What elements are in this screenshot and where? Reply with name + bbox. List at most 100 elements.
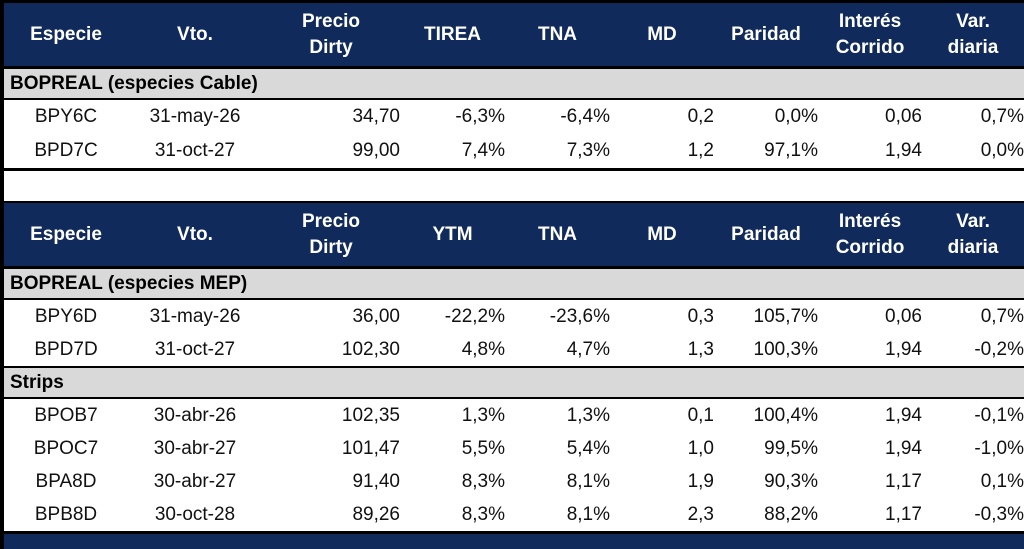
cell-precio-dirty: 102,30 xyxy=(262,333,400,367)
cell-var-diaria: 0,7% xyxy=(922,99,1024,134)
cell-md: 0,3 xyxy=(610,299,714,333)
cell-paridad: 90,3% xyxy=(714,465,818,498)
cell-interes-corrido: 1,17 xyxy=(818,498,922,533)
cell-md: 1,3 xyxy=(610,333,714,367)
cell-paridad: 100,3% xyxy=(714,333,818,367)
cell-especie: BPD7D xyxy=(4,333,128,367)
cell-tna: 1,3% xyxy=(505,398,610,432)
cell-precio-dirty: 91,40 xyxy=(262,465,400,498)
row-bpd7c: BPD7C 31-oct-27 99,00 7,4% 7,3% 1,2 97,1… xyxy=(4,134,1024,170)
cell-precio-dirty: 89,26 xyxy=(262,498,400,533)
cell-ytm: 5,5% xyxy=(400,432,505,465)
col-header-precio-dirty: Precio Dirty xyxy=(262,3,400,69)
cell-vto: 31-oct-27 xyxy=(128,134,262,170)
cell-interes-corrido: 0,06 xyxy=(818,299,922,333)
section-label: BOPREAL (especies MEP) xyxy=(4,267,1024,300)
cell-ytm: 1,3% xyxy=(400,398,505,432)
cell-vto: 30-abr-26 xyxy=(128,398,262,432)
cell-precio-dirty: 36,00 xyxy=(262,299,400,333)
cell-especie: BPOC7 xyxy=(4,432,128,465)
cell-precio-dirty: 34,70 xyxy=(262,99,400,134)
cell-vto: 30-abr-27 xyxy=(128,432,262,465)
cell-interes-corrido: 1,94 xyxy=(818,333,922,367)
cell-vto: 30-oct-28 xyxy=(128,498,262,533)
section-label: BOPREAL (especies Cable) xyxy=(4,67,1024,100)
col-header-interes-corrido: Interés Corrido xyxy=(818,3,922,69)
cell-var-diaria: -0,2% xyxy=(922,333,1024,367)
col-header-paridad: Paridad xyxy=(714,202,818,269)
bopreal-mep-strips-table: Especie Vto. Precio Dirty YTM TNA MD Par… xyxy=(4,201,1024,534)
cell-especie: BPA8D xyxy=(4,465,128,498)
cell-especie: BPD7C xyxy=(4,134,128,170)
section-header-mep: BOPREAL (especies MEP) xyxy=(4,267,1024,300)
cell-interes-corrido: 1,94 xyxy=(818,134,922,170)
cell-ytm: 4,8% xyxy=(400,333,505,367)
col-header-vto: Vto. xyxy=(128,3,262,69)
cell-var-diaria: -0,1% xyxy=(922,398,1024,432)
row-bpb8d: BPB8D 30-oct-28 89,26 8,3% 8,1% 2,3 88,2… xyxy=(4,498,1024,533)
cell-paridad: 0,0% xyxy=(714,99,818,134)
cell-tna: 8,1% xyxy=(505,498,610,533)
cell-precio-dirty: 102,35 xyxy=(262,398,400,432)
row-bpy6c: BPY6C 31-may-26 34,70 -6,3% -6,4% 0,2 0,… xyxy=(4,99,1024,134)
mep-header-row: Especie Vto. Precio Dirty YTM TNA MD Par… xyxy=(4,202,1024,269)
col-header-var-diaria: Var. diaria xyxy=(922,202,1024,269)
col-header-var-diaria: Var. diaria xyxy=(922,3,1024,69)
cell-var-diaria: 0,7% xyxy=(922,299,1024,333)
cell-especie: BPY6C xyxy=(4,99,128,134)
cell-vto: 31-oct-27 xyxy=(128,333,262,367)
cell-vto: 30-abr-27 xyxy=(128,465,262,498)
row-bpoc7: BPOC7 30-abr-27 101,47 5,5% 5,4% 1,0 99,… xyxy=(4,432,1024,465)
cell-paridad: 105,7% xyxy=(714,299,818,333)
cell-paridad: 99,5% xyxy=(714,432,818,465)
cell-interes-corrido: 1,17 xyxy=(818,465,922,498)
col-header-precio-dirty: Precio Dirty xyxy=(262,202,400,269)
row-bpy6d: BPY6D 31-may-26 36,00 -22,2% -23,6% 0,3 … xyxy=(4,299,1024,333)
cell-md: 1,9 xyxy=(610,465,714,498)
cell-especie: BPY6D xyxy=(4,299,128,333)
col-header-tna: TNA xyxy=(505,202,610,269)
col-header-especie: Especie xyxy=(4,202,128,269)
cell-tirea: 7,4% xyxy=(400,134,505,170)
cell-ytm: 8,3% xyxy=(400,465,505,498)
cell-interes-corrido: 1,94 xyxy=(818,398,922,432)
section-header-cable: BOPREAL (especies Cable) xyxy=(4,67,1024,100)
col-header-md: MD xyxy=(610,3,714,69)
col-header-md: MD xyxy=(610,202,714,269)
cell-md: 1,0 xyxy=(610,432,714,465)
cell-vto: 31-may-26 xyxy=(128,299,262,333)
col-header-vto: Vto. xyxy=(128,202,262,269)
cell-precio-dirty: 99,00 xyxy=(262,134,400,170)
cell-interes-corrido: 0,06 xyxy=(818,99,922,134)
cell-ytm: -22,2% xyxy=(400,299,505,333)
cell-tna: 7,3% xyxy=(505,134,610,170)
col-header-interes-corrido: Interés Corrido xyxy=(818,202,922,269)
cell-tna: -23,6% xyxy=(505,299,610,333)
cell-md: 0,1 xyxy=(610,398,714,432)
cable-header-row: Especie Vto. Precio Dirty TIREA TNA MD P… xyxy=(4,3,1024,69)
section-header-strips: Strips xyxy=(4,366,1024,399)
tables-gap xyxy=(4,171,1024,201)
cutoff-next-header-strip xyxy=(4,534,1024,549)
cell-vto: 31-may-26 xyxy=(128,99,262,134)
cell-especie: BPB8D xyxy=(4,498,128,533)
cell-tirea: -6,3% xyxy=(400,99,505,134)
cell-md: 1,2 xyxy=(610,134,714,170)
col-header-ytm: YTM xyxy=(400,202,505,269)
cell-tna: 8,1% xyxy=(505,465,610,498)
row-bpa8d: BPA8D 30-abr-27 91,40 8,3% 8,1% 1,9 90,3… xyxy=(4,465,1024,498)
cell-var-diaria: -0,3% xyxy=(922,498,1024,533)
cell-ytm: 8,3% xyxy=(400,498,505,533)
col-header-tna: TNA xyxy=(505,3,610,69)
row-bpd7d: BPD7D 31-oct-27 102,30 4,8% 4,7% 1,3 100… xyxy=(4,333,1024,367)
row-bpob7: BPOB7 30-abr-26 102,35 1,3% 1,3% 0,1 100… xyxy=(4,398,1024,432)
cell-var-diaria: 0,0% xyxy=(922,134,1024,170)
col-header-tirea: TIREA xyxy=(400,3,505,69)
cell-md: 0,2 xyxy=(610,99,714,134)
section-label: Strips xyxy=(4,366,1024,399)
cell-tna: 5,4% xyxy=(505,432,610,465)
cell-paridad: 97,1% xyxy=(714,134,818,170)
cell-paridad: 88,2% xyxy=(714,498,818,533)
cell-md: 2,3 xyxy=(610,498,714,533)
